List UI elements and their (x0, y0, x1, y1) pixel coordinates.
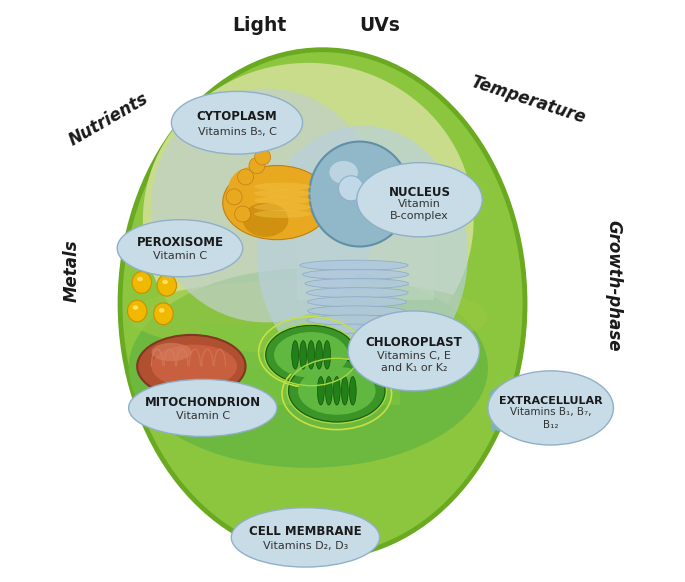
Ellipse shape (274, 332, 348, 378)
Ellipse shape (306, 324, 399, 334)
Ellipse shape (129, 379, 277, 436)
Text: Temperature: Temperature (468, 73, 588, 127)
Ellipse shape (348, 311, 480, 391)
Ellipse shape (254, 190, 311, 197)
Ellipse shape (254, 210, 311, 218)
Ellipse shape (307, 342, 395, 353)
Ellipse shape (300, 340, 307, 369)
Text: Vitamin
B-complex: Vitamin B-complex (390, 199, 449, 221)
Ellipse shape (235, 206, 251, 222)
Ellipse shape (305, 278, 409, 289)
Text: Vitamin C: Vitamin C (175, 411, 230, 421)
Ellipse shape (325, 377, 332, 405)
Ellipse shape (308, 306, 404, 316)
Ellipse shape (255, 149, 271, 165)
Ellipse shape (132, 272, 151, 293)
Ellipse shape (317, 377, 324, 405)
Ellipse shape (242, 203, 288, 237)
Text: CELL MEMBRANE: CELL MEMBRANE (249, 525, 362, 538)
Ellipse shape (300, 260, 408, 271)
Text: PEROXISOME: PEROXISOME (136, 236, 223, 249)
Ellipse shape (151, 343, 191, 361)
Ellipse shape (133, 306, 138, 310)
Ellipse shape (334, 377, 340, 405)
Ellipse shape (329, 161, 358, 184)
Text: Light: Light (233, 16, 287, 36)
Ellipse shape (257, 126, 468, 382)
Text: Metals: Metals (62, 240, 81, 303)
Ellipse shape (171, 91, 303, 154)
Ellipse shape (117, 220, 242, 277)
Ellipse shape (298, 367, 375, 415)
Ellipse shape (310, 141, 410, 247)
Ellipse shape (232, 508, 379, 567)
Ellipse shape (307, 288, 408, 298)
Text: Vitamins B₁, B₇,
B₁₂: Vitamins B₁, B₇, B₁₂ (510, 407, 591, 430)
Ellipse shape (306, 333, 397, 343)
Text: MITOCHONDRION: MITOCHONDRION (145, 396, 261, 409)
Polygon shape (297, 228, 434, 300)
Ellipse shape (127, 300, 147, 322)
Ellipse shape (129, 279, 488, 354)
Text: Growth-phase: Growth-phase (604, 219, 623, 351)
Ellipse shape (137, 277, 143, 281)
Ellipse shape (249, 158, 265, 173)
Ellipse shape (308, 297, 407, 307)
Ellipse shape (254, 203, 311, 211)
Ellipse shape (228, 166, 279, 210)
Text: Vitamins C, E
and K₁ or K₂: Vitamins C, E and K₁ or K₂ (377, 351, 451, 373)
Ellipse shape (157, 275, 177, 296)
Ellipse shape (324, 340, 331, 369)
Text: UVs: UVs (359, 16, 400, 36)
Ellipse shape (357, 163, 482, 237)
Ellipse shape (151, 345, 237, 388)
Text: Nutrients: Nutrients (66, 90, 151, 150)
Ellipse shape (162, 279, 168, 284)
Ellipse shape (143, 63, 474, 377)
Ellipse shape (266, 325, 357, 385)
Ellipse shape (341, 377, 348, 405)
Text: NUCLEUS: NUCLEUS (388, 186, 451, 199)
Ellipse shape (291, 177, 325, 205)
Text: Vitamins D₂, D₃: Vitamins D₂, D₃ (263, 541, 348, 551)
Ellipse shape (303, 269, 408, 279)
Ellipse shape (307, 315, 401, 325)
Text: CHLOROPLAST: CHLOROPLAST (365, 336, 462, 349)
Ellipse shape (226, 189, 242, 205)
Ellipse shape (137, 335, 245, 398)
Ellipse shape (292, 340, 299, 369)
Text: Vitamins B₅, C: Vitamins B₅, C (197, 126, 277, 137)
Ellipse shape (488, 371, 614, 445)
Ellipse shape (129, 268, 488, 468)
Ellipse shape (151, 88, 379, 322)
Text: Vitamin C: Vitamin C (153, 251, 207, 261)
Ellipse shape (120, 49, 525, 558)
Ellipse shape (316, 340, 323, 369)
Ellipse shape (274, 196, 320, 232)
Polygon shape (200, 325, 399, 405)
Ellipse shape (223, 165, 331, 240)
Ellipse shape (308, 340, 314, 369)
Text: EXTRACELLULAR: EXTRACELLULAR (499, 396, 603, 406)
Ellipse shape (288, 360, 385, 422)
Ellipse shape (338, 176, 364, 201)
Ellipse shape (153, 303, 173, 325)
Ellipse shape (159, 308, 164, 313)
Ellipse shape (254, 196, 311, 204)
Ellipse shape (238, 169, 253, 185)
Text: CYTOPLASM: CYTOPLASM (197, 110, 277, 123)
Ellipse shape (254, 183, 311, 191)
Ellipse shape (349, 377, 356, 405)
